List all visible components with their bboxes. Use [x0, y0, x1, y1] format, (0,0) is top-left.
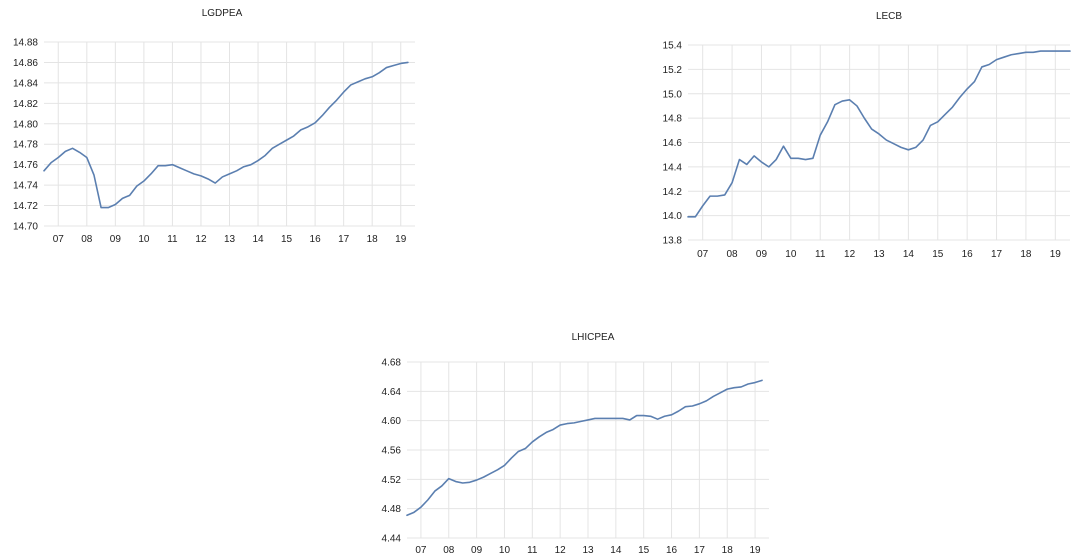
- lhicpea-xtick-label: 08: [443, 545, 455, 556]
- lecb-ytick-label: 13.8: [663, 236, 683, 247]
- lgdpea-ytick-label: 14.86: [13, 58, 38, 69]
- lgdpea-xtick-label: 10: [138, 234, 150, 245]
- lgdpea-xtick-label: 09: [110, 234, 122, 245]
- lhicpea-xtick-label: 10: [499, 545, 511, 556]
- lecb-xtick-label: 13: [873, 249, 885, 260]
- lhicpea-ytick-label: 4.56: [382, 446, 402, 457]
- chart-lhicpea: LHICPEA 4.44 4.48 4.52 4.56 4.60 4.64 4.68 07 08 0…: [355, 325, 785, 556]
- lgdpea-xtick-label: 17: [338, 234, 350, 245]
- lhicpea-xtick-label: 09: [471, 545, 483, 556]
- lecb-series-line: [687, 50, 1071, 218]
- lgdpea-xtick-label: 11: [167, 234, 178, 245]
- lecb-xtick-label: 16: [962, 249, 974, 260]
- lgdpea-xtick-label: 18: [367, 234, 379, 245]
- lecb-xtick-label: 09: [756, 249, 768, 260]
- lecb-ytick-label: 14.8: [663, 114, 683, 125]
- lgdpea-xtick-label: 19: [395, 234, 407, 245]
- lgdpea-xtick-label: 15: [281, 234, 293, 245]
- lecb-xtick-label: 11: [815, 249, 826, 260]
- lecb-xtick-label: 19: [1050, 249, 1062, 260]
- lecb-xtick-label: 10: [785, 249, 797, 260]
- lhicpea-xtick-label: 19: [750, 545, 762, 556]
- lecb-xtick-label: 12: [844, 249, 856, 260]
- lgdpea-ytick-label: 14.76: [13, 160, 38, 171]
- lhicpea-ytick-label: 4.44: [382, 534, 402, 545]
- chart-lecb: LECB 13.8 14.0 14.2 14.4 14.6 14.8 15.0 15.2 15.4…: [620, 0, 1072, 265]
- lhicpea-xtick-label: 18: [722, 545, 734, 556]
- lhicpea-ytick-label: 4.48: [382, 504, 402, 515]
- lgdpea-ytick-label: 14.74: [13, 181, 38, 192]
- lgdpea-ytick-label: 14.84: [13, 78, 38, 89]
- lecb-xtick-label: 17: [991, 249, 1003, 260]
- lhicpea-ytick-label: 4.68: [382, 358, 402, 369]
- lecb-xtick-label: 07: [697, 249, 709, 260]
- lgdpea-xtick-label: 12: [195, 234, 207, 245]
- lhicpea-series-line: [406, 379, 763, 517]
- lecb-ytick-label: 14.0: [663, 211, 683, 222]
- lecb-ytick-label: 15.2: [663, 65, 683, 76]
- lgdpea-ytick-label: 14.82: [13, 99, 38, 110]
- lgdpea-xtick-label: 07: [53, 234, 65, 245]
- lgdpea-ytick-label: 14.80: [13, 119, 38, 130]
- lgdpea-xtick-label: 16: [310, 234, 322, 245]
- lgdpea-ytick-label: 14.70: [13, 222, 38, 233]
- lhicpea-xtick-label: 13: [582, 545, 594, 556]
- lgdpea-series-line: [43, 61, 409, 209]
- lhicpea-ytick-label: 4.64: [382, 387, 402, 398]
- lgdpea-ytick-label: 14.72: [13, 201, 38, 212]
- lgdpea-title: LGDPEA: [202, 8, 243, 19]
- lecb-title: LECB: [876, 11, 902, 22]
- chart-lgdpea-svg: LGDPEA 14.70 14.72 14.74 14.76 14.78 14.80 14.8…: [13, 8, 415, 245]
- lgdpea-xtick-label: 08: [81, 234, 93, 245]
- lecb-xtick-label: 15: [932, 249, 944, 260]
- lecb-xtick-label: 18: [1020, 249, 1032, 260]
- lhicpea-xtick-label: 11: [527, 545, 538, 556]
- lecb-xtick-label: 14: [903, 249, 915, 260]
- lecb-ytick-label: 14.4: [663, 162, 683, 173]
- lhicpea-ytick-label: 4.60: [382, 416, 402, 427]
- lgdpea-ytick-label: 14.78: [13, 140, 38, 151]
- lhicpea-xtick-label: 12: [555, 545, 567, 556]
- lecb-ytick-label: 14.6: [663, 138, 683, 149]
- lhicpea-title: LHICPEA: [572, 332, 615, 343]
- chart-lhicpea-svg: LHICPEA 4.44 4.48 4.52 4.56 4.60 4.64 4.68 07 08 0…: [382, 332, 769, 556]
- lecb-ytick-label: 14.2: [663, 187, 683, 198]
- lecb-ytick-label: 15.4: [663, 41, 683, 52]
- lgdpea-xtick-label: 13: [224, 234, 236, 245]
- lhicpea-xtick-label: 14: [610, 545, 622, 556]
- lhicpea-xtick-label: 17: [694, 545, 706, 556]
- chart-lgdpea: LGDPEA 14.70 14.72 14.74 14.76 14.78 14.80 14.8…: [0, 0, 440, 250]
- lecb-xtick-label: 08: [727, 249, 739, 260]
- lgdpea-ytick-label: 14.88: [13, 38, 38, 49]
- lhicpea-ytick-label: 4.52: [382, 475, 402, 486]
- lhicpea-xtick-label: 07: [415, 545, 427, 556]
- lecb-ytick-label: 15.0: [663, 89, 683, 100]
- lgdpea-xtick-label: 14: [252, 234, 264, 245]
- chart-lecb-svg: LECB 13.8 14.0 14.2 14.4 14.6 14.8 15.0 15.2 15.4…: [663, 11, 1071, 260]
- lhicpea-xtick-label: 15: [638, 545, 650, 556]
- lhicpea-xtick-label: 16: [666, 545, 678, 556]
